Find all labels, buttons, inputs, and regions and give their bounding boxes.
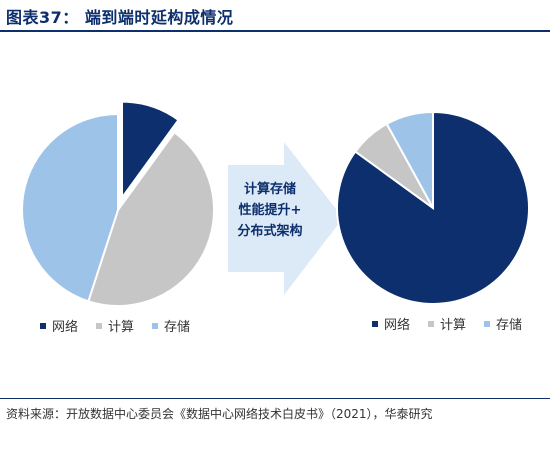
legend-before: 网络 计算 存储 xyxy=(40,319,190,335)
before-slice-3 xyxy=(21,112,119,303)
before-legend-swatch-2 xyxy=(96,323,102,329)
after-slice-3 xyxy=(385,110,434,209)
after-legend-label-1: 网络 xyxy=(384,317,410,333)
after-legend-swatch-2 xyxy=(428,321,434,327)
arrow-label-line-3: 分布式架构 xyxy=(237,223,302,239)
legend-after: 网络 计算 存储 xyxy=(372,317,522,333)
figure-title: 图表37： 端到端时延构成情况 xyxy=(6,8,234,27)
before-legend-label-2: 计算 xyxy=(108,320,134,335)
transition-arrow: 计算存储 性能提升+ 分布式架构 xyxy=(228,142,343,295)
arrow-label-line-1: 计算存储 xyxy=(244,181,296,197)
pie-after xyxy=(336,110,530,305)
source-rule xyxy=(0,398,550,399)
before-legend-label-3: 存储 xyxy=(164,320,190,335)
before-legend-label-1: 网络 xyxy=(52,319,78,335)
title-rule xyxy=(0,30,550,32)
before-legend-swatch-1 xyxy=(40,323,46,329)
source-note: 资料来源：开放数据中心委员会《数据中心网络技术白皮书》（2021），华泰研究 xyxy=(6,407,433,421)
pie-chart-comparison: 计算存储 性能提升+ 分布式架构 网络 计算 存储 网络 计算 存储 xyxy=(21,100,530,335)
after-legend-swatch-1 xyxy=(372,321,378,327)
after-legend-swatch-3 xyxy=(484,321,490,327)
arrow-shape xyxy=(228,142,343,295)
pie-before xyxy=(21,100,215,307)
after-legend-label-2: 计算 xyxy=(440,318,466,333)
arrow-label-line-2: 性能提升+ xyxy=(239,202,302,218)
before-slice-1 xyxy=(121,100,180,201)
before-legend-swatch-3 xyxy=(152,323,158,329)
after-legend-label-3: 存储 xyxy=(496,318,522,333)
before-slice-2 xyxy=(87,130,215,307)
